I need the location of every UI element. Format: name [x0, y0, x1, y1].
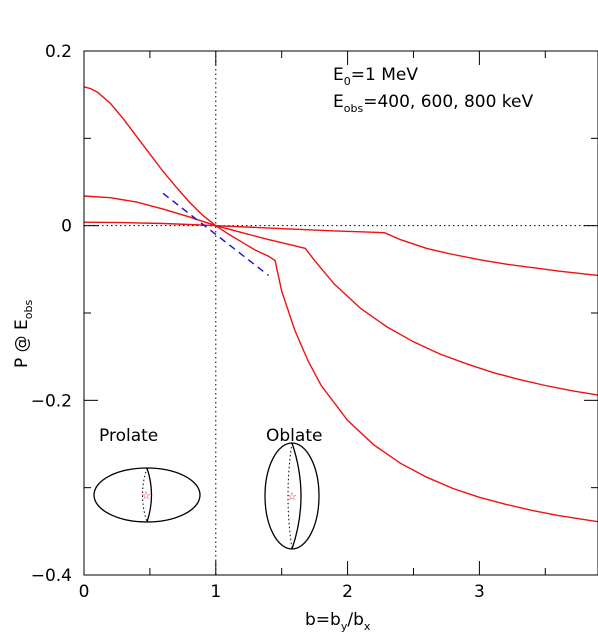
tangent-layer — [162, 192, 269, 276]
series-line-1 — [83, 86, 598, 523]
series-line-2 — [83, 195, 598, 396]
x-tick-label: 2 — [342, 582, 353, 602]
tangent-dashed-line — [162, 192, 269, 276]
tick-layer: 0 1 2 3 0.2 0 −0.2 −0.4 — [31, 42, 598, 602]
y-tick-label: 0 — [61, 217, 72, 237]
x-tick-label: 3 — [474, 582, 485, 602]
series-layer — [83, 86, 598, 523]
x-axis-label: b=by/bx — [305, 610, 371, 633]
oblate-label: Oblate — [266, 426, 322, 446]
prolate-label: Prolate — [99, 426, 158, 446]
x-tick-label: 0 — [79, 582, 90, 602]
oblate-center-marker: ☆ — [287, 490, 297, 503]
eobs-annotation: Eobs=400, 600, 800 keV — [333, 92, 534, 115]
series-line-3 — [83, 221, 598, 277]
prolate-center-marker: ☆ — [141, 489, 151, 502]
y-tick-label: 0.2 — [45, 42, 72, 62]
oblate-ellipsoid-diagram: ☆ — [264, 442, 320, 550]
x-tick-label: 1 — [210, 582, 221, 602]
prolate-back-meridian — [142, 467, 148, 523]
oblate-front-meridian — [291, 442, 302, 550]
prolate-front-meridian — [146, 467, 153, 523]
plot-frame — [83, 50, 598, 576]
oblate-back-meridian — [287, 442, 293, 550]
y-tick-label: −0.2 — [31, 391, 72, 411]
y-tick-label: −0.4 — [31, 566, 72, 586]
prolate-ellipsoid-diagram: ☆ — [93, 467, 201, 523]
e0-annotation: E0=1 MeV — [333, 65, 418, 88]
y-axis-label: P @ Eobs — [12, 299, 35, 368]
